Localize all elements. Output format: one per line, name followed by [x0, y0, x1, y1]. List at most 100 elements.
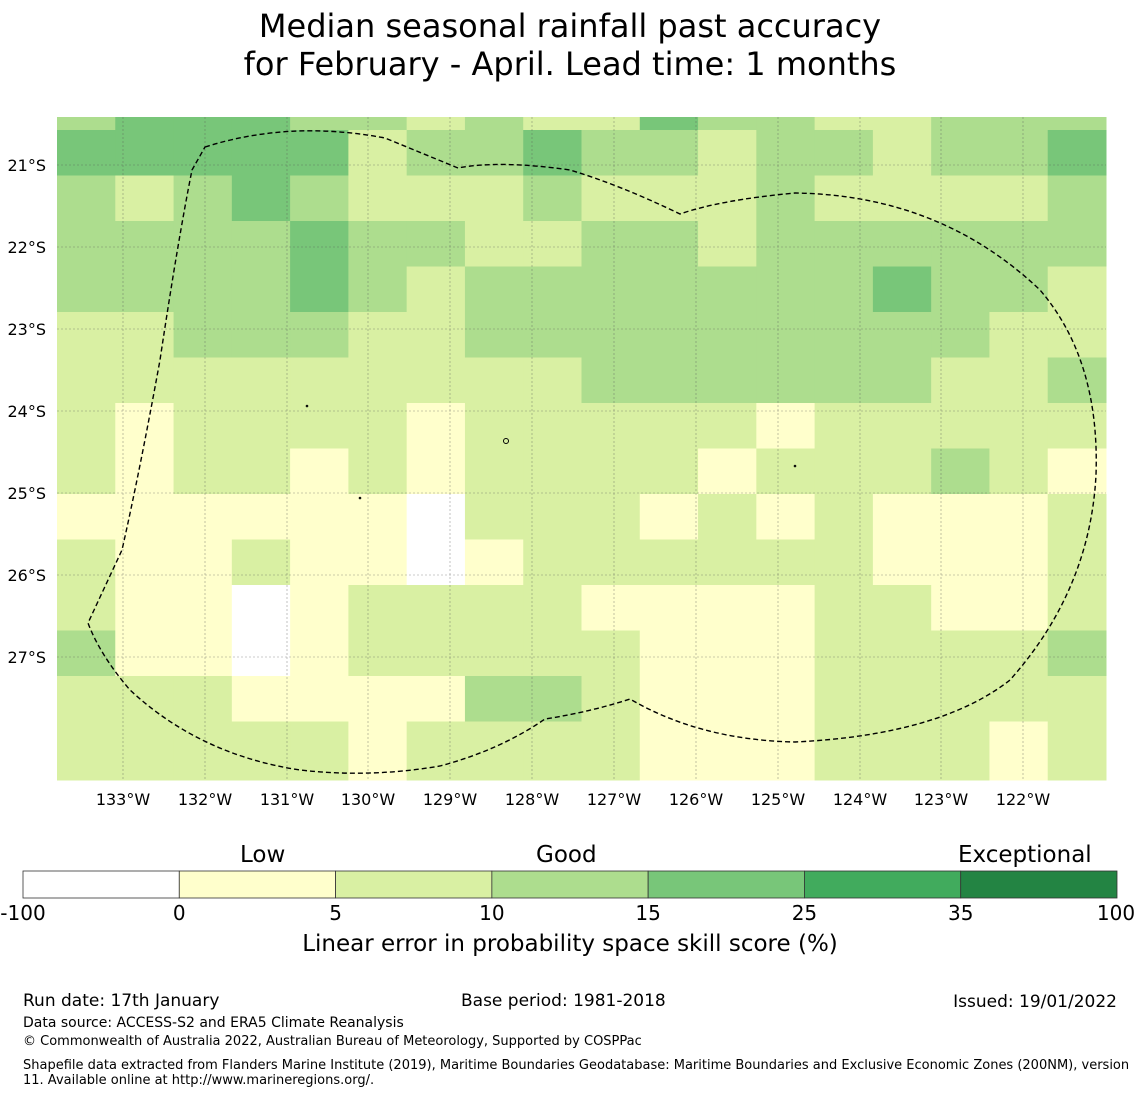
lon-label: 126°W: [669, 790, 724, 809]
grid-cell: [989, 676, 1049, 722]
grid-cell: [173, 221, 233, 267]
lon-label: 127°W: [587, 790, 642, 809]
grid-cell: [464, 539, 524, 586]
grid-cell: [57, 539, 116, 586]
lon-label: 122°W: [996, 790, 1051, 809]
lon-label: 131°W: [260, 790, 315, 809]
grid-cell: [581, 494, 641, 540]
grid-cell: [872, 117, 932, 131]
grid-cell: [639, 721, 699, 768]
grid-cell: [872, 494, 932, 540]
colorbar-segment: [491, 870, 649, 899]
skill-grid: [57, 117, 1107, 781]
grid-cell: [931, 175, 990, 222]
grid-cell: [57, 403, 116, 449]
grid-cell: [989, 721, 1049, 768]
grid-cell: [523, 403, 582, 449]
grid-cell: [872, 676, 932, 722]
grid-cell: [115, 539, 175, 586]
grid-cell: [57, 175, 116, 222]
grid-cell: [872, 266, 932, 313]
grid-cell: [581, 585, 641, 631]
grid-cell: [290, 494, 349, 540]
grid-cell: [1047, 221, 1107, 267]
grid-cell: [406, 312, 466, 358]
grid-cell: [57, 130, 116, 176]
grid-cell: [581, 221, 641, 267]
graticule: [57, 117, 1106, 780]
grid-cell: [348, 676, 408, 722]
colorbar-tick-label: 35: [947, 901, 974, 925]
issued-date: Issued: 19/01/2022: [953, 992, 1117, 1012]
grid-cell: [698, 130, 757, 176]
grid-cell: [639, 130, 699, 176]
grid-cell: [464, 130, 524, 176]
grid-cell: [231, 494, 291, 540]
grid-cell: [639, 357, 699, 404]
grid-cell: [756, 539, 816, 586]
grid-cell: [814, 721, 874, 768]
colorbar-segment: [178, 870, 336, 899]
grid-cell: [115, 130, 175, 176]
grid-cell: [406, 630, 466, 677]
lat-label: 22°S: [7, 238, 46, 257]
grid-cell: [814, 676, 874, 722]
grid-cell: [931, 585, 990, 631]
grid-cell: [173, 585, 233, 631]
grid-cell: [523, 721, 582, 768]
grid-cell: [57, 266, 116, 313]
lon-label: 124°W: [833, 790, 888, 809]
grid-cell: [348, 585, 408, 631]
grid-cell: [756, 312, 816, 358]
grid-cell: [57, 448, 116, 495]
grid-cell: [639, 266, 699, 313]
grid-cell: [639, 448, 699, 495]
lon-label: 129°W: [423, 790, 478, 809]
grid-cell: [290, 312, 349, 358]
grid-cell: [115, 448, 175, 495]
grid-cell: [814, 767, 874, 781]
grid-cell: [639, 585, 699, 631]
grid-cell: [1047, 494, 1107, 540]
grid-cell: [639, 117, 699, 131]
grid-cell: [872, 630, 932, 677]
grid-cell: [523, 312, 582, 358]
grid-cell: [231, 585, 291, 631]
grid-cell: [348, 221, 408, 267]
grid-cell: [639, 676, 699, 722]
grid-cell: [698, 676, 757, 722]
grid-cell: [523, 448, 582, 495]
grid-cell: [406, 676, 466, 722]
grid-cell: [756, 630, 816, 677]
grid-cell: [931, 403, 990, 449]
grid-cell: [989, 539, 1049, 586]
grid-cell: [989, 117, 1049, 131]
grid-cell: [872, 403, 932, 449]
grid-cell: [1047, 539, 1107, 586]
grid-cell: [57, 676, 116, 722]
grid-cell: [464, 312, 524, 358]
grid-cell: [523, 117, 582, 131]
grid-cell: [231, 448, 291, 495]
grid-cell: [814, 494, 874, 540]
grid-cell: [290, 767, 349, 781]
lat-label: 21°S: [7, 156, 46, 175]
grid-cell: [989, 312, 1049, 358]
grid-cell: [756, 448, 816, 495]
run-date: Run date: 17th January: [23, 991, 220, 1011]
grid-cell: [115, 357, 175, 404]
colorbar-segment: [335, 870, 493, 899]
grid-cell: [57, 312, 116, 358]
lat-label: 26°S: [7, 566, 46, 585]
grid-cell: [348, 721, 408, 768]
shapefile-credit: Shapefile data extracted from Flanders M…: [23, 1058, 1130, 1088]
grid-cell: [231, 130, 291, 176]
lat-label: 24°S: [7, 402, 46, 421]
grid-cell: [406, 539, 466, 586]
grid-cell: [406, 221, 466, 267]
data-source: Data source: ACCESS-S2 and ERA5 Climate …: [23, 1015, 404, 1031]
grid-cell: [814, 539, 874, 586]
grid-cell: [290, 448, 349, 495]
grid-cell: [406, 357, 466, 404]
grid-cell: [523, 539, 582, 586]
